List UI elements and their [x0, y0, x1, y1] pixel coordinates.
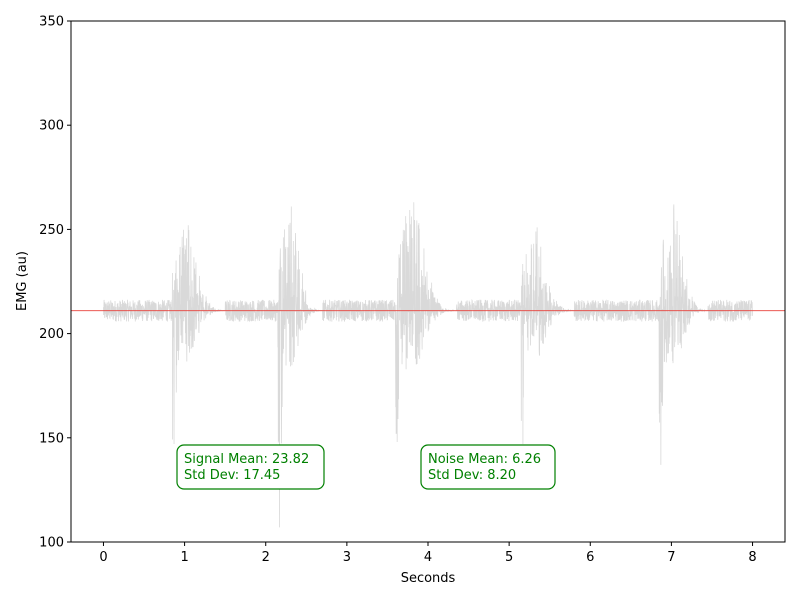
x-tick-label: 5: [505, 550, 513, 565]
signal-annotation: Signal Mean: 23.82 Std Dev: 17.45: [176, 444, 325, 490]
x-tick-label: 6: [586, 550, 594, 565]
y-tick-label: 100: [39, 536, 64, 551]
x-axis: 0 1 2 3 4 5 6 7 8: [99, 542, 757, 565]
y-axis-label: EMG (au): [15, 251, 30, 311]
y-tick-label: 150: [39, 431, 64, 446]
x-tick-label: 8: [748, 550, 756, 565]
noise-annotation-box: [420, 444, 556, 490]
y-tick-label: 200: [39, 327, 64, 342]
x-tick-label: 7: [667, 550, 675, 565]
x-tick-label: 0: [99, 550, 107, 565]
signal-std-text: Std Dev: 17.45: [184, 468, 280, 483]
signal-mean-text: Signal Mean: 23.82: [184, 452, 309, 467]
x-axis-label: Seconds: [401, 571, 456, 586]
x-tick-label: 1: [180, 550, 188, 565]
noise-mean-text: Noise Mean: 6.26: [428, 452, 541, 467]
x-tick-label: 2: [262, 550, 270, 565]
x-tick-label: 4: [424, 550, 432, 565]
y-axis: 100 150 200 250 300 350: [39, 15, 71, 551]
x-tick-label: 3: [343, 550, 351, 565]
y-tick-label: 350: [39, 15, 64, 30]
noise-std-text: Std Dev: 8.20: [428, 468, 516, 483]
signal-annotation-box: [176, 444, 325, 490]
y-tick-label: 250: [39, 223, 64, 238]
noise-annotation: Noise Mean: 6.26 Std Dev: 8.20: [420, 444, 556, 490]
y-tick-label: 300: [39, 119, 64, 134]
